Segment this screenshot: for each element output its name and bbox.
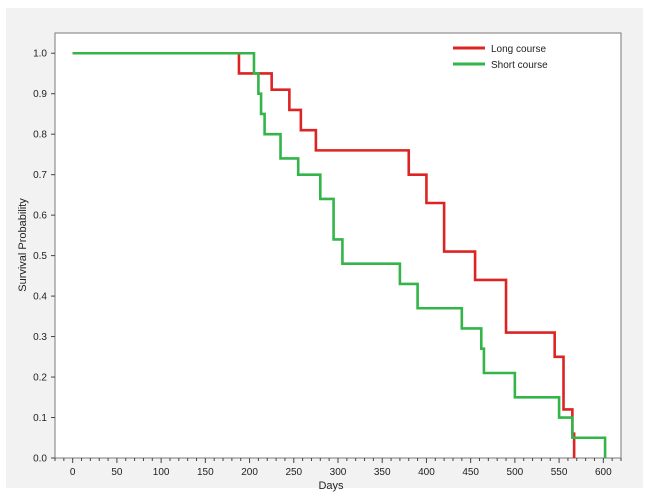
y-tick-label: 0.9 [33, 89, 47, 100]
x-tick-label: 550 [551, 467, 568, 478]
y-tick-label: 0.6 [33, 211, 47, 222]
x-axis-label: Days [318, 480, 344, 492]
x-tick-label: 50 [111, 467, 123, 478]
y-tick-label: 0.0 [33, 454, 47, 465]
y-tick-label: 0.2 [33, 373, 47, 384]
y-tick-label: 0.8 [33, 130, 47, 141]
y-axis: 0.0 0.1 0.2 0.3 0.4 0.5 0.6 0.7 0.8 0.9 1.0 [33, 49, 55, 465]
y-tick-label: 1.0 [33, 49, 47, 60]
x-tick-label: 250 [285, 467, 302, 478]
legend-label-short-course: Short course [491, 60, 548, 71]
x-tick-label: 500 [507, 467, 524, 478]
x-tick-label: 0 [70, 467, 76, 478]
series-line-long-course [72, 51, 576, 458]
y-tick-label: 0.4 [33, 292, 47, 303]
y-tick-label: 0.5 [33, 251, 47, 262]
legend: Long course Short course [453, 44, 548, 71]
x-tick-label: 150 [197, 467, 214, 478]
x-tick-label: 600 [595, 467, 612, 478]
y-axis-label: Survival Probability [17, 198, 29, 292]
y-tick-label: 0.7 [33, 170, 47, 181]
plot-area [54, 32, 622, 459]
series-layer [72, 51, 607, 458]
x-tick-label: 300 [330, 467, 347, 478]
x-tick-label: 100 [153, 467, 170, 478]
x-tick-label: 400 [418, 467, 435, 478]
series-line-short-course [72, 51, 607, 458]
x-tick-label: 450 [462, 467, 479, 478]
y-tick-label: 0.1 [33, 413, 47, 424]
x-tick-label: 350 [374, 467, 391, 478]
x-tick-label: 200 [241, 467, 258, 478]
x-axis: 0 50 100 150 200 250 300 350 400 450 500 550 600 [54, 458, 622, 478]
y-tick-label: 0.3 [33, 332, 47, 343]
legend-label-long-course: Long course [491, 44, 546, 55]
